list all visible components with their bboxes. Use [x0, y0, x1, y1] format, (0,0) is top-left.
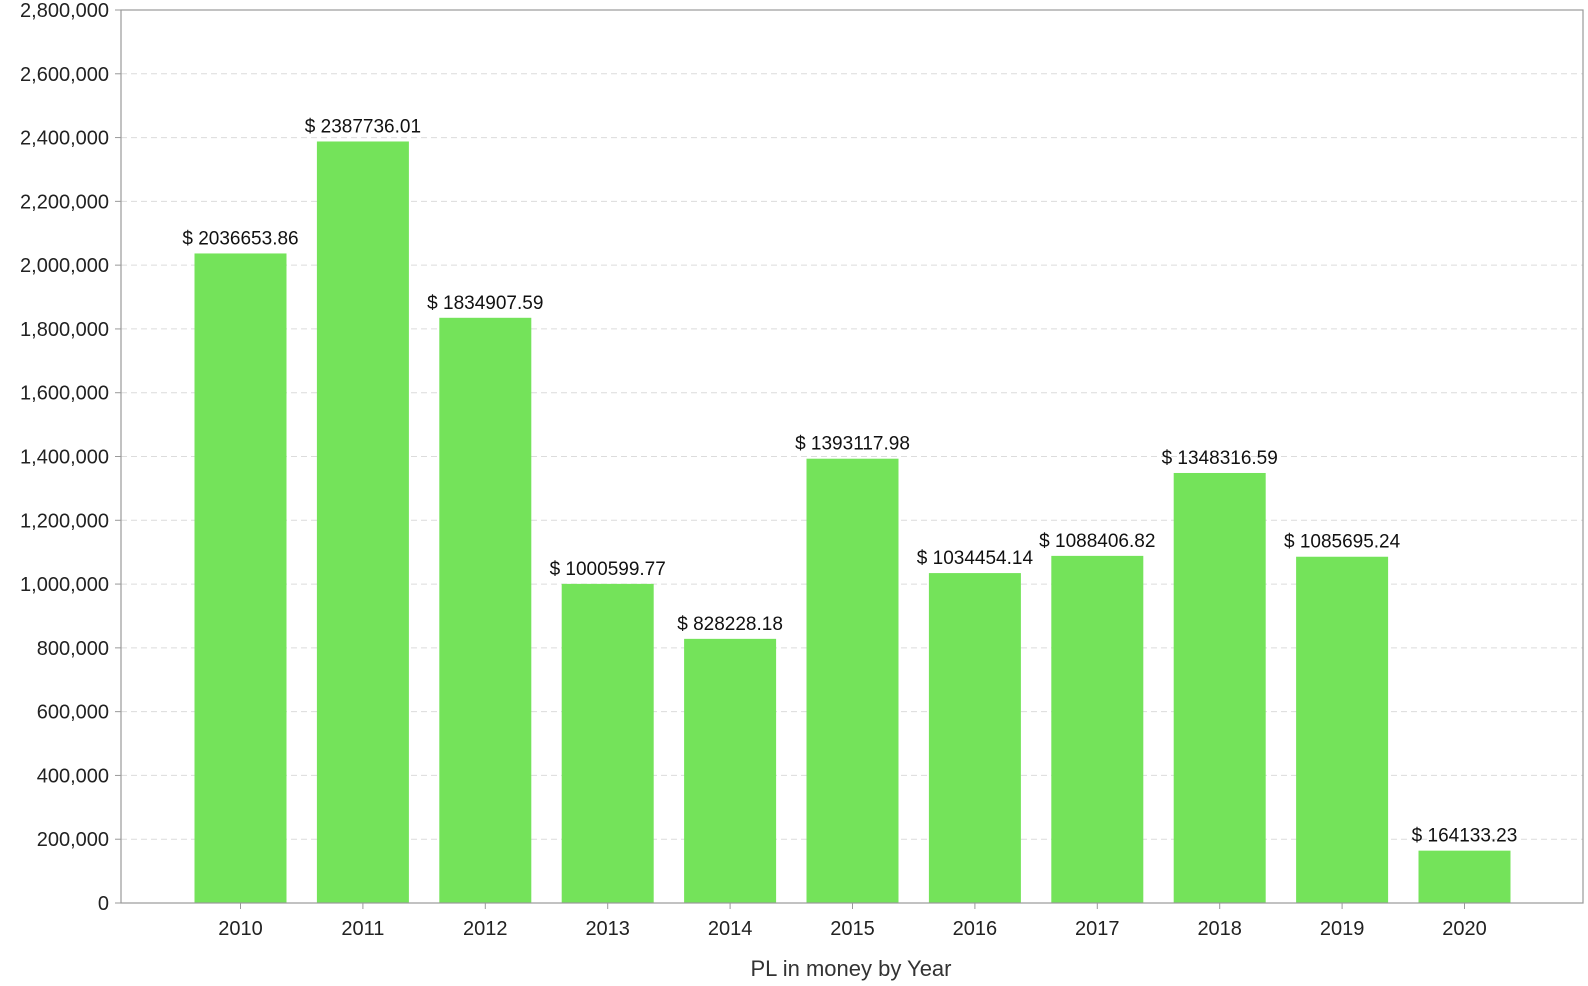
- x-tick-label: 2017: [1075, 918, 1120, 940]
- bar-2020: [1418, 850, 1511, 903]
- x-tick-label: 2020: [1442, 918, 1487, 940]
- bar-2017: [1051, 555, 1144, 903]
- bar-2010: [194, 253, 287, 904]
- data-label: $ 828228.18: [677, 614, 783, 635]
- data-label: $ 1034454.14: [917, 548, 1034, 569]
- data-labels: $ 2036653.86 $ 2387736.01 $ 1834907.59 $ 10…: [182, 116, 1517, 846]
- y-tick-label: 1,000,000: [20, 574, 109, 596]
- x-tick-label: 2019: [1320, 918, 1365, 940]
- y-tick-label: 2,000,000: [20, 255, 109, 277]
- x-tick-label: 2016: [953, 918, 998, 940]
- bar-2012: [439, 317, 532, 903]
- data-label: $ 1085695.24: [1284, 532, 1401, 553]
- x-tick-label: 2015: [830, 918, 875, 940]
- y-tick-label: 2,600,000: [20, 64, 109, 86]
- bar-2016: [928, 573, 1021, 903]
- data-label: $ 2036653.86: [182, 228, 298, 249]
- data-label: $ 1000599.77: [550, 559, 666, 580]
- data-label: $ 1393117.98: [795, 434, 910, 455]
- y-tick-label: 1,800,000: [20, 319, 109, 341]
- bar-2018: [1173, 472, 1266, 903]
- x-axis-ticks: 2010 2011 2012 2013 2014 2015 2016 2017 2018 2019…: [218, 903, 1487, 940]
- y-tick-label: 400,000: [37, 765, 109, 787]
- y-tick-label: 2,400,000: [20, 128, 109, 150]
- y-tick-label: 0: [98, 893, 109, 915]
- x-tick-label: 2013: [585, 918, 630, 940]
- bar-2019: [1296, 556, 1389, 903]
- y-tick-label: 600,000: [37, 702, 109, 724]
- y-tick-label: 200,000: [37, 829, 109, 851]
- bar-2015: [806, 458, 899, 903]
- y-tick-label: 1,400,000: [20, 447, 109, 469]
- y-tick-label: 2,200,000: [20, 191, 109, 213]
- bar-2014: [684, 638, 777, 903]
- x-tick-label: 2014: [708, 918, 753, 940]
- x-tick-label: 2018: [1197, 918, 1242, 940]
- x-tick-label: 2010: [218, 918, 263, 940]
- data-label: $ 1834907.59: [427, 293, 543, 314]
- y-axis-ticks: 0 200,000 400,000 600,000 800,000 1,000,000 1,…: [20, 0, 121, 915]
- data-label: $ 164133.23: [1412, 826, 1518, 847]
- bars: [194, 141, 1511, 904]
- y-tick-label: 1,600,000: [20, 383, 109, 405]
- y-tick-label: 2,800,000: [20, 0, 109, 22]
- data-label: $ 2387736.01: [305, 116, 421, 137]
- bar-2011: [316, 141, 409, 903]
- y-tick-label: 800,000: [37, 638, 109, 660]
- bar-2013: [561, 583, 654, 903]
- data-label: $ 1348316.59: [1162, 448, 1278, 469]
- x-tick-label: 2011: [341, 918, 384, 940]
- x-axis-title: PL in money by Year: [751, 956, 952, 981]
- y-tick-label: 1,200,000: [20, 510, 109, 532]
- x-tick-label: 2012: [463, 918, 508, 940]
- data-label: $ 1088406.82: [1039, 531, 1155, 552]
